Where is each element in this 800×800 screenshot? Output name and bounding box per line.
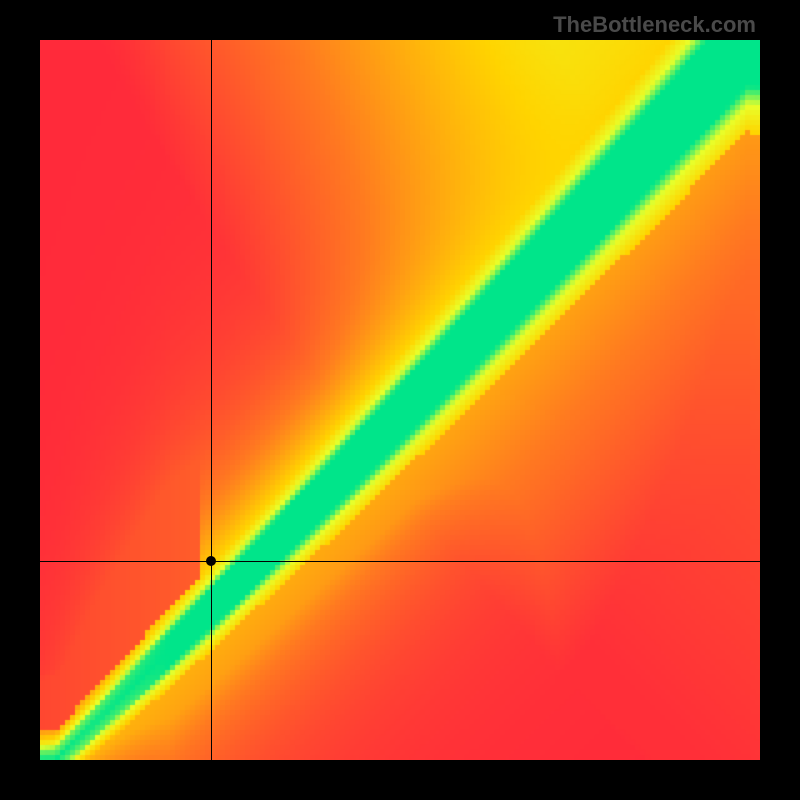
crosshair-point	[206, 556, 216, 566]
crosshair-horizontal-line	[40, 561, 760, 562]
crosshair-vertical-line	[211, 40, 212, 760]
bottleneck-heatmap	[40, 40, 760, 760]
image-root: TheBottleneck.com	[0, 0, 800, 800]
watermark-text: TheBottleneck.com	[553, 12, 756, 38]
